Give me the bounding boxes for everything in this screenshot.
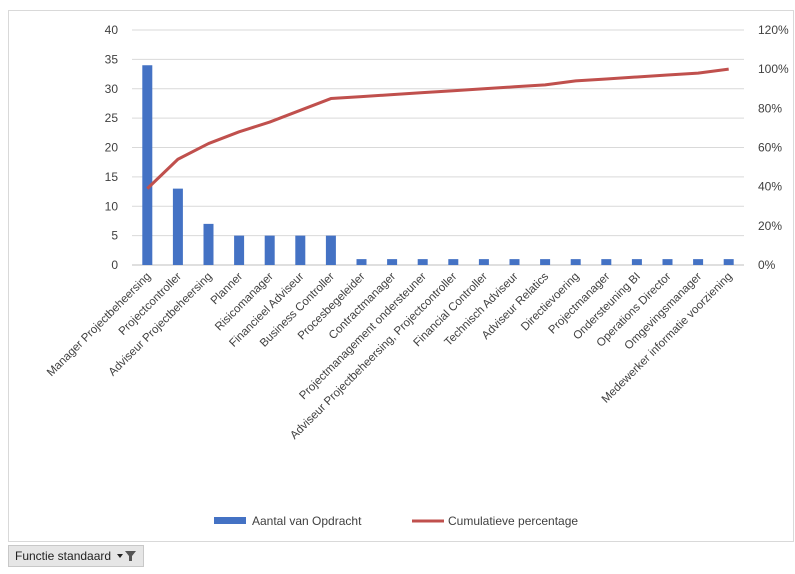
y-right-tick-label: 100% [758,62,789,76]
y-left-tick-label: 5 [111,229,118,243]
y-right-tick-label: 60% [758,141,782,155]
bar [387,259,398,265]
bar [631,259,642,265]
y-left-tick-label: 30 [105,82,119,96]
bar [142,65,153,265]
y-left-tick-label: 10 [105,199,119,213]
legend-swatch-bars [214,517,246,524]
bar [172,188,183,265]
bar [417,259,428,265]
bar [662,259,673,265]
y-left-tick-label: 25 [105,111,119,125]
bar [325,235,336,265]
y-left-tick-label: 35 [105,52,119,66]
bar [448,259,459,265]
bar [601,259,612,265]
y-left-tick-label: 20 [105,141,119,155]
y-left-tick-label: 15 [105,170,119,184]
bar [478,259,489,265]
bar [264,235,275,265]
legend-label-line: Cumulatieve percentage [448,514,578,528]
y-right-tick-label: 20% [758,219,782,233]
cumulative-line [146,67,729,190]
bar [203,223,214,265]
bar [295,235,306,265]
y-right-tick-label: 40% [758,180,782,194]
bar [723,259,734,265]
filter-field-label: Functie standaard [15,549,112,563]
y-right-tick-label: 0% [758,258,776,272]
y-left-tick-label: 40 [105,23,119,37]
bar [570,259,581,265]
y-right-tick-label: 80% [758,101,782,115]
legend-label-bars: Aantal van Opdracht [252,514,362,528]
bar [509,259,520,265]
chart-frame [8,10,794,542]
bar [234,235,245,265]
y-right-tick-label: 120% [758,23,789,37]
bar [540,259,551,265]
bar [693,259,704,265]
bar [356,259,367,265]
y-left-tick-label: 0 [111,258,118,272]
filter-field-button[interactable]: Functie standaard [8,545,145,567]
filter-dropdown-icon [117,550,137,562]
